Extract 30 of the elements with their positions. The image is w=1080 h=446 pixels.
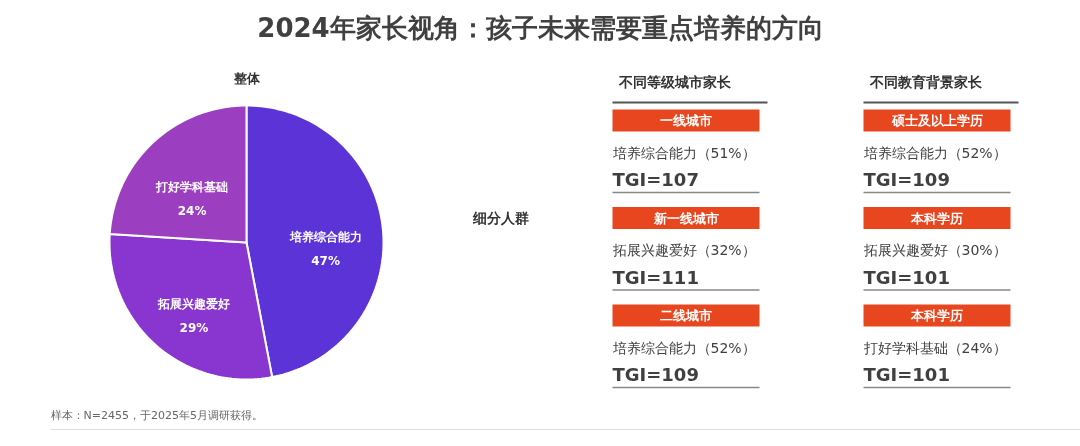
text: 打好学科基础（24%）	[862, 339, 1007, 356]
text: 不同教育背景家长	[868, 73, 983, 90]
text: 本科学历	[910, 210, 963, 226]
text: TGI=109	[863, 169, 950, 190]
text: 培养综合能力（52%）	[862, 144, 1007, 161]
text: 2024年家长视角：孩子未来需要重点培养的方向	[257, 12, 824, 43]
text: 二线城市	[660, 308, 712, 323]
text: 一线城市	[660, 113, 712, 128]
slice-label: 打好学科基础	[155, 179, 229, 194]
text: TGI=101	[863, 364, 950, 385]
text: TGI=111	[612, 266, 699, 288]
slice-label: 培养综合能力	[288, 230, 362, 245]
text: 细分人群	[471, 209, 529, 226]
text: 拓展兴趣爱好（30%）	[862, 242, 1007, 258]
text: 不同等级城市家长	[617, 73, 732, 90]
text: 本科学历	[910, 308, 963, 323]
text: 培养综合能力（52%）	[611, 339, 756, 356]
data-label: 47%	[311, 254, 340, 269]
text: TGI=101	[863, 266, 950, 288]
text: TGI=109	[612, 364, 699, 385]
chart-subtitle: 整体	[232, 71, 261, 86]
text: 培养综合能力（51%）	[611, 144, 756, 161]
text: 新一线城市	[652, 210, 719, 226]
data-label: 24%	[177, 203, 207, 218]
text: TGI=107	[612, 169, 699, 190]
text: 硕士及以上学历	[890, 113, 983, 128]
data-label: 29%	[179, 321, 209, 336]
slice-label: 拓展兴趣爱好	[156, 297, 230, 312]
text: 样本：N=2455，于2025年5月调研获得。	[50, 409, 263, 422]
text: 拓展兴趣爱好（32%）	[611, 242, 756, 258]
